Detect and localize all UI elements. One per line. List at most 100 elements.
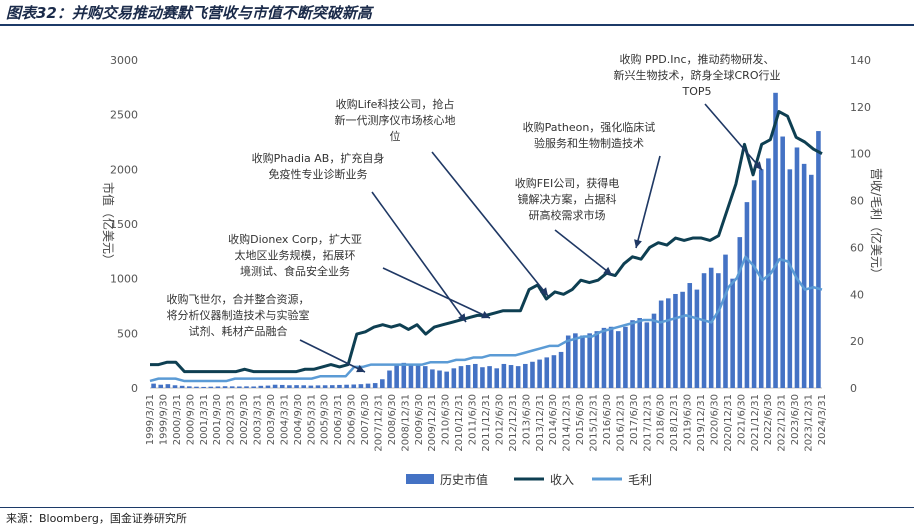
x-tick-label: 2000/9/30 [185, 394, 196, 445]
x-tick-label: 2022/6/30 [763, 394, 774, 445]
market-cap-bar [458, 366, 464, 388]
annotation-text: 免疫性专业诊断业务 [269, 167, 368, 181]
market-cap-bar [723, 254, 728, 388]
market-cap-bar [537, 359, 542, 388]
x-tick-label: 2001/3/31 [199, 394, 210, 445]
x-tick-label: 2006/3/31 [333, 394, 344, 445]
annotation-arrow [299, 339, 366, 373]
market-cap-bar [680, 291, 685, 388]
market-cap-bar [808, 174, 814, 388]
market-cap-bar [530, 361, 535, 388]
x-tick-label: 2010/12/31 [454, 394, 465, 452]
annotation-text: 新兴生物技术，跻身全球CRO行业 [614, 68, 781, 82]
market-cap-bar [544, 357, 550, 388]
chart: 0 500 1000 1500 2000 2500 3000 0 20 40 60 80 100 120 1… [101, 52, 884, 487]
market-cap-bar [580, 335, 585, 388]
market-cap-bar [551, 355, 557, 388]
annotation-text: 验服务和生物制造技术 [534, 136, 644, 150]
annotation-text: 收购飞世尔，合并整合资源， [167, 292, 310, 306]
y-right-tick-label: 80 [850, 195, 864, 208]
market-cap-bar [165, 384, 171, 388]
market-cap-bar [308, 385, 314, 388]
x-tick-label: 2001/9/30 [212, 394, 223, 445]
x-tick-label: 2022/12/31 [777, 394, 788, 452]
x-tick-label: 2023/12/31 [804, 394, 815, 452]
annotation: 收购 PPD.Inc，推动药物研发、新兴生物技术，跻身全球CRO行业 TOP5 [614, 52, 781, 171]
x-tick-label: 2017/6/30 [629, 394, 640, 445]
annotation-text: 镜解决方案，占据科 [518, 192, 617, 206]
market-cap-bar [708, 267, 714, 388]
legend-swatch-market-cap [406, 474, 434, 484]
market-cap-bar [408, 363, 414, 388]
market-cap-bar [351, 384, 357, 388]
market-cap-bar [315, 385, 321, 388]
x-tick-label: 2016/12/31 [615, 394, 626, 452]
x-tick-label: 2011/6/30 [468, 394, 479, 445]
market-cap-bar [494, 368, 500, 388]
gross-margin-line [149, 255, 823, 383]
x-tick-label: 2018/6/30 [656, 394, 667, 445]
market-cap-bar [780, 136, 785, 388]
market-cap-bar [601, 327, 607, 388]
market-cap-bar [358, 384, 364, 388]
market-cap-bar [558, 351, 564, 388]
annotation-arrow [382, 267, 491, 319]
x-tick-label: 2019/6/30 [683, 394, 694, 445]
market-cap-bar [501, 363, 507, 388]
annotation-text: 收购Life科技公司，抢占 [336, 97, 455, 111]
market-cap-bar [608, 326, 614, 388]
market-cap-bar [415, 365, 421, 388]
x-tick-label: 2004/9/30 [293, 394, 304, 445]
legend: 历史市值 收入 毛利 [406, 472, 652, 487]
y-left-tick-label: 2000 [110, 163, 138, 176]
market-cap-bar [437, 370, 442, 388]
annotation-arrow [704, 103, 763, 171]
x-tick-label: 2011/12/31 [481, 394, 492, 452]
y-left-tick-label: 3000 [110, 54, 138, 67]
market-cap-bar [337, 384, 342, 388]
market-cap-bar [237, 386, 242, 388]
x-tick-label: 2013/12/31 [535, 394, 546, 452]
market-cap-bar [673, 293, 678, 388]
x-tick-label: 2008/12/31 [400, 394, 411, 452]
market-cap-bar [279, 384, 285, 388]
market-cap-bar [694, 289, 700, 388]
x-tick-label: 2002/9/30 [239, 394, 250, 445]
market-cap-bar [794, 147, 800, 388]
market-cap-bar [508, 365, 514, 388]
market-cap-bar [666, 298, 671, 388]
market-cap-bar [730, 278, 735, 388]
x-tick-label: 2014/6/30 [548, 394, 559, 445]
x-tick-label: 1999/9/30 [158, 394, 169, 445]
y-left-tick-label: 1500 [110, 218, 138, 231]
annotation-text: 境测试、食品安全业务 [240, 264, 350, 278]
market-cap-bar [587, 333, 592, 388]
market-cap-bar [222, 386, 228, 388]
annotation-arrowhead [356, 364, 365, 373]
x-tick-label: 2017/12/31 [642, 394, 653, 452]
x-tick-label: 2021/12/31 [750, 394, 761, 452]
x-tick-label: 2016/6/30 [602, 394, 613, 445]
annotation-text: 新一代测序仪市场核心地 [335, 113, 456, 127]
x-tick-label: 2013/6/30 [521, 394, 532, 445]
market-cap-bar [244, 386, 249, 388]
market-cap-bar [294, 385, 299, 388]
annotation-text: 收购Phadia AB，扩充自身 [252, 151, 385, 165]
market-cap-bar [594, 331, 600, 388]
market-cap-bar [365, 383, 371, 388]
x-tick-label: 2014/12/31 [562, 394, 573, 452]
x-tick-label: 2008/6/30 [387, 394, 398, 445]
y-right-tick-label: 100 [850, 148, 871, 161]
market-cap-bar [651, 313, 657, 388]
market-cap-bar [401, 362, 407, 388]
market-cap-bar [330, 385, 335, 388]
x-tick-label: 2000/3/31 [172, 394, 183, 445]
market-cap-bar [322, 385, 328, 388]
market-cap-bar [344, 384, 349, 388]
market-cap-bar [787, 169, 793, 388]
market-cap-bar [208, 386, 214, 388]
market-cap-bar [751, 180, 757, 388]
